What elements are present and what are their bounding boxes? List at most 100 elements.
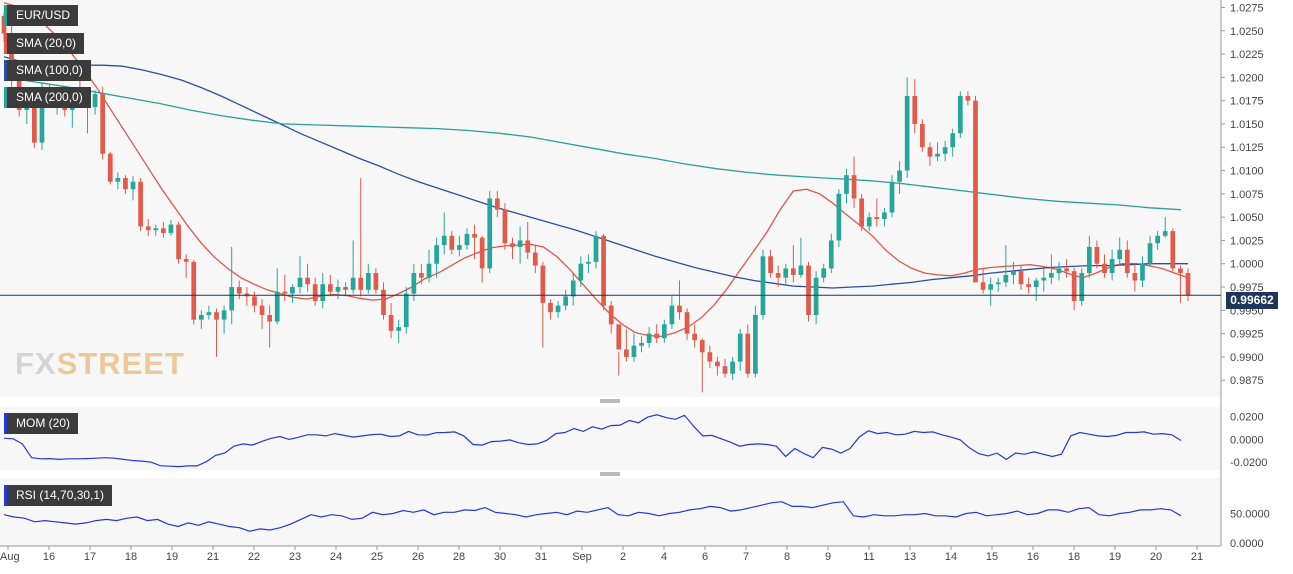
bear-candle	[699, 340, 705, 353]
bull-candle	[798, 265, 804, 275]
bull-candle	[578, 263, 584, 281]
x-tick-label: 21	[1191, 551, 1203, 563]
legend-sma100[interactable]: SMA (100,0)	[4, 60, 91, 81]
x-tick-label: 2	[620, 551, 626, 563]
bull-candle	[760, 256, 766, 315]
bull-candle	[669, 305, 675, 325]
bull-candle	[168, 224, 174, 233]
bear-candle	[1170, 231, 1176, 269]
bear-candle	[965, 95, 971, 101]
x-tick-label: 21	[207, 551, 219, 563]
bear-candle	[1064, 268, 1069, 272]
bull-candle	[396, 327, 402, 331]
bear-candle	[1102, 263, 1107, 274]
bear-candle	[790, 268, 796, 275]
y-tick-label: 0.9900	[1230, 352, 1264, 364]
bull-candle	[221, 310, 227, 320]
bull-candle	[206, 312, 212, 315]
bear-candle	[806, 265, 811, 315]
bear-candle	[9, 33, 14, 78]
watermark-part1: FX	[15, 346, 57, 381]
bull-candle	[434, 245, 439, 264]
x-tick-label: 22	[248, 551, 260, 563]
legend-sma100-swatch	[4, 60, 7, 81]
bear-candle	[145, 226, 151, 231]
bull-candle	[1147, 243, 1153, 264]
bear-candle	[328, 284, 333, 292]
bear-candle	[419, 273, 424, 278]
bear-candle	[1132, 273, 1138, 281]
x-tick-label: 18	[125, 551, 137, 563]
bull-candle	[737, 333, 743, 362]
bear-candle	[715, 361, 720, 367]
x-tick-label: 18	[1068, 551, 1080, 563]
legend-symbol-swatch	[4, 5, 7, 26]
bull-candle	[783, 268, 789, 278]
bull-candle	[957, 95, 963, 134]
legend-sma20[interactable]: SMA (20,0)	[4, 33, 85, 54]
bear-candle	[548, 302, 553, 313]
x-tick-label: 16	[43, 551, 55, 563]
x-tick-label: 28	[453, 551, 465, 563]
bear-candle	[525, 240, 531, 253]
bull-candle	[297, 277, 303, 288]
x-tick-label: 20	[1150, 551, 1162, 563]
legend-mom-swatch	[4, 413, 7, 434]
bear-candle	[616, 324, 622, 350]
bear-candle	[236, 287, 242, 294]
bull-candle	[1041, 277, 1047, 281]
bear-candle	[851, 175, 857, 199]
bull-candle	[904, 95, 910, 171]
bear-candle	[510, 243, 515, 247]
bull-candle	[1049, 273, 1054, 278]
legend-symbol-label: EUR/USD	[16, 8, 71, 22]
bear-candle	[358, 277, 364, 290]
legend-rsi[interactable]: RSI (14,70,30,1)	[4, 485, 113, 506]
bull-candle	[935, 153, 940, 157]
bear-candle	[267, 314, 272, 322]
rsi-tick-label: 50.0000	[1230, 508, 1270, 520]
bull-candle	[115, 177, 121, 182]
bear-candle	[1178, 268, 1183, 274]
x-tick-label: 13	[904, 551, 916, 563]
bull-candle	[813, 277, 819, 315]
bear-candle	[381, 289, 386, 315]
bull-candle	[1155, 235, 1160, 244]
legend-symbol[interactable]: EUR/USD	[4, 5, 79, 26]
bull-candle	[274, 291, 280, 322]
bear-candle	[1018, 271, 1024, 285]
x-tick-label: 16	[1027, 551, 1039, 563]
bear-candle	[388, 314, 394, 331]
bear-candle	[927, 147, 933, 157]
x-tick-label: 8	[784, 551, 790, 563]
x-tick-label: 31	[535, 551, 547, 563]
bull-candle	[836, 193, 842, 241]
bear-candle	[312, 284, 318, 302]
bull-candle	[1011, 271, 1016, 275]
legend-sma200[interactable]: SMA (200,0)	[4, 87, 91, 108]
bear-candle	[1185, 273, 1191, 296]
bull-candle	[555, 305, 561, 313]
y-tick-label: 1.0075	[1230, 189, 1264, 201]
mom-tick-label: 0.0000	[1230, 434, 1264, 446]
bear-candle	[343, 287, 348, 290]
bear-candle	[540, 265, 546, 303]
bear-candle	[191, 261, 197, 320]
bull-candle	[1117, 249, 1123, 260]
sma200-line	[3, 76, 1182, 211]
y-tick-label: 0.9925	[1230, 329, 1264, 341]
bear-candle	[449, 235, 455, 250]
legend-sma20-label: SMA (20,0)	[16, 36, 77, 50]
bull-candle	[950, 133, 956, 148]
bear-candle	[1026, 284, 1031, 288]
bull-candle	[1056, 268, 1062, 274]
bull-candle	[464, 233, 470, 246]
bull-candle	[995, 282, 1001, 285]
bull-candle	[1140, 263, 1145, 281]
bear-candle	[259, 305, 265, 315]
y-tick-label: 1.0000	[1230, 259, 1264, 271]
rsi-tick-label: 0.0000	[1230, 538, 1264, 550]
bear-candle	[775, 273, 781, 278]
legend-sma100-label: SMA (100,0)	[16, 63, 83, 77]
legend-mom[interactable]: MOM (20)	[4, 413, 78, 434]
